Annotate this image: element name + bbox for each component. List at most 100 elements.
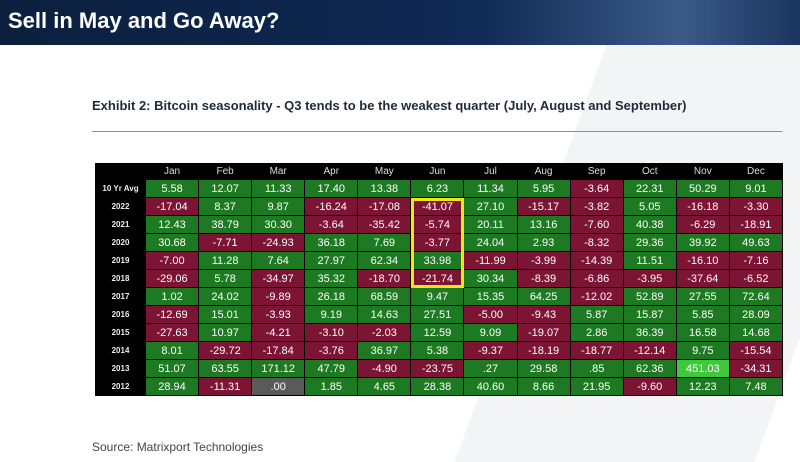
cell: -12.02	[569, 287, 624, 306]
cell: -11.31	[198, 377, 253, 396]
cell: .27	[463, 359, 518, 378]
cell: -2.03	[357, 323, 412, 342]
cell: 40.38	[622, 215, 677, 234]
cell: 8.66	[516, 377, 571, 396]
cell: 15.87	[622, 305, 677, 324]
row-label: 10 Yr Avg	[95, 179, 146, 198]
row-label: 2014	[95, 341, 146, 360]
cell: 24.02	[198, 287, 253, 306]
cell: 29.58	[516, 359, 571, 378]
cell: -5.00	[463, 305, 518, 324]
header-title: Sell in May and Go Away?	[8, 8, 280, 33]
cell: 14.68	[728, 323, 784, 342]
cell: 27.55	[675, 287, 730, 306]
cell: 27.10	[463, 197, 518, 216]
cell: -15.54	[728, 341, 784, 360]
column-header: Dec	[747, 165, 765, 177]
cell: -3.99	[516, 251, 571, 270]
cell: 14.63	[357, 305, 412, 324]
cell: 24.04	[463, 233, 518, 252]
cell: 29.36	[622, 233, 677, 252]
column-header: Jun	[429, 165, 446, 177]
cell: 11.51	[622, 251, 677, 270]
table-row: 10 Yr Avg 5.58 12.07 11.33 17.40 13.38 6.23 11.…	[95, 179, 784, 198]
table-row: 2016 -12.69 15.01 -3.93 9.19 14.63 27.51 -5.00-…	[95, 305, 784, 324]
column-header: Oct	[641, 165, 658, 177]
cell: 16.58	[675, 323, 730, 342]
cell: 28.38	[410, 377, 465, 396]
table-row: 2015 -27.63 10.97 -4.21 -3.10 -2.03 12.59 9.09-…	[95, 323, 784, 342]
cell: -3.95	[622, 269, 677, 288]
cell: -24.93	[251, 233, 306, 252]
cell: -7.16	[728, 251, 784, 270]
column-header: Mar	[269, 165, 287, 177]
cell: -17.84	[251, 341, 306, 360]
cell: -18.70	[357, 269, 412, 288]
cell: 6.23	[410, 179, 465, 198]
row-label: 2021	[95, 215, 146, 234]
cell: -6.86	[569, 269, 624, 288]
row-label: 2020	[95, 233, 146, 252]
cell: 30.34	[463, 269, 518, 288]
row-label: 2016	[95, 305, 146, 324]
cell: 5.85	[675, 305, 730, 324]
cell: -3.10	[304, 323, 359, 342]
cell: -5.74	[410, 215, 465, 234]
cell: 9.75	[675, 341, 730, 360]
cell: 51.07	[144, 359, 200, 378]
row-label: 2013	[95, 359, 146, 378]
cell: 62.36	[622, 359, 677, 378]
row-label: 2012	[95, 377, 146, 396]
cell: -34.31	[728, 359, 784, 378]
cell: -9.37	[463, 341, 518, 360]
cell: 5.38	[410, 341, 465, 360]
cell: 39.92	[675, 233, 730, 252]
cell: 171.12	[251, 359, 306, 378]
row-label: 2015	[95, 323, 146, 342]
cell: 12.59	[410, 323, 465, 342]
cell: 30.30	[251, 215, 306, 234]
cell: -18.77	[569, 341, 624, 360]
cell: 12.23	[675, 377, 730, 396]
cell: -21.74	[410, 269, 465, 288]
table-row: 2012 28.94 -11.31.00 1.85 4.65 28.38 40.60 8.66…	[95, 377, 784, 396]
cell: -12.14	[622, 341, 677, 360]
cell: 36.97	[357, 341, 412, 360]
cell: 26.18	[304, 287, 359, 306]
table-row: 2019 -7.00 11.28 7.64 27.97 62.34 33.98 -11.99-…	[95, 251, 784, 270]
seasonality-table: Jan Feb Mar Apr May Jun Jul Aug Sep Oct Nov Dec 10 Y…	[95, 163, 784, 396]
cell: 4.65	[357, 377, 412, 396]
column-header: Jul	[484, 165, 497, 177]
cell: 68.59	[357, 287, 412, 306]
cell: 5.95	[516, 179, 571, 198]
cell: -3.64	[569, 179, 624, 198]
cell: -3.30	[728, 197, 784, 216]
cell: 9.09	[463, 323, 518, 342]
cell: 11.34	[463, 179, 518, 198]
cell: -19.07	[516, 323, 571, 342]
cell: -17.04	[144, 197, 200, 216]
cell: 1.85	[304, 377, 359, 396]
cell: 15.01	[198, 305, 253, 324]
cell: -7.60	[569, 215, 624, 234]
cell: -9.60	[622, 377, 677, 396]
cell: 5.78	[198, 269, 253, 288]
cell: -12.69	[144, 305, 200, 324]
cell: -29.72	[198, 341, 253, 360]
cell: 38.79	[198, 215, 253, 234]
cell: 47.79	[304, 359, 359, 378]
cell: 30.68	[144, 233, 200, 252]
cell: 64.25	[516, 287, 571, 306]
cell: 2.93	[516, 233, 571, 252]
table-row: 2020 30.68 -7.71 -24.93 36.18 7.69 -3.77 24.04 2…	[95, 233, 784, 252]
cell: -15.17	[516, 197, 571, 216]
cell: -18.91	[728, 215, 784, 234]
cell: 72.64	[728, 287, 784, 306]
column-header: Apr	[323, 165, 340, 177]
cell: -23.75	[410, 359, 465, 378]
cell: -4.21	[251, 323, 306, 342]
column-header: Nov	[693, 165, 712, 177]
column-header: Aug	[534, 165, 553, 177]
cell: 9.87	[251, 197, 306, 216]
